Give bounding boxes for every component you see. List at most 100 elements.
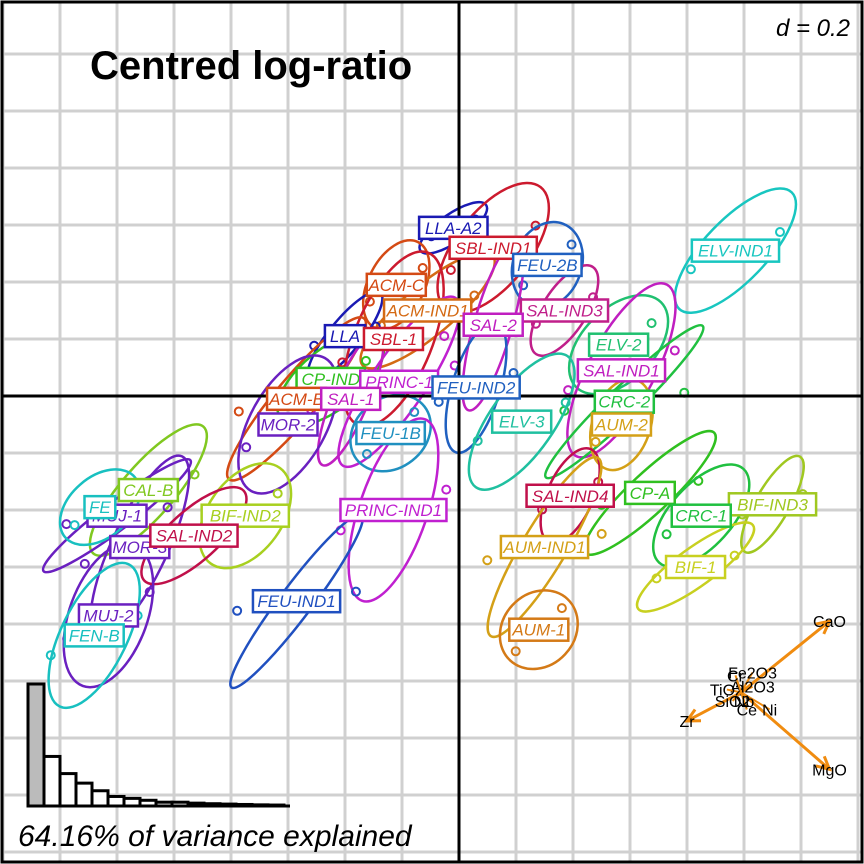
group-label-box — [499, 534, 590, 560]
group-label: SAL-IND4 — [525, 483, 615, 508]
variable-label: MgO — [812, 762, 847, 779]
group-label-box — [63, 623, 125, 648]
variance-caption: 64.16% of variance explained — [18, 820, 413, 853]
group-label-text: ELV-IND1 — [698, 242, 773, 261]
group-point — [669, 345, 680, 356]
group-label-text: MOR-2 — [261, 416, 316, 435]
group-label-text: CP-IND — [301, 370, 360, 389]
group-point — [144, 587, 155, 598]
group-label-text: FEU-IND1 — [257, 592, 335, 611]
variable-arrow-line — [740, 691, 831, 771]
group-label-text: FEU-1B — [360, 424, 420, 443]
group-ellipse — [237, 354, 339, 495]
group-point — [417, 263, 428, 274]
group-label: ACM-B — [265, 386, 328, 412]
group-label-text: MUJ-2 — [83, 606, 134, 625]
group-point — [233, 406, 244, 417]
group-label-text: FEN-B — [69, 626, 120, 645]
scree-bar — [74, 781, 94, 808]
variable-arrow-line — [734, 674, 743, 693]
variable-arrow-head — [815, 755, 832, 772]
group-label-text: LLA-A2 — [425, 219, 482, 238]
scree-bar — [266, 803, 286, 808]
group-point — [482, 555, 493, 566]
group-label-text: ACM-IND1 — [386, 302, 469, 321]
group-ellipse — [651, 463, 751, 569]
group-point — [472, 435, 483, 446]
group-point — [445, 265, 456, 275]
group-label: MUJ-2 — [77, 603, 140, 628]
group-label-text: FE — [89, 498, 111, 517]
group-label: LLA-A2 — [417, 215, 489, 241]
group-label-box — [664, 554, 727, 580]
group-label: SAL-1 — [319, 386, 382, 412]
group-ellipse — [498, 589, 579, 671]
scree-bar — [122, 796, 142, 808]
group-label: AUM-1 — [508, 617, 570, 642]
variable-arrow: Nb — [734, 692, 754, 711]
variable-arrow-line — [740, 671, 754, 693]
group-label-text: SBL-1 — [370, 330, 417, 349]
variable-arrow: MgO — [740, 691, 847, 779]
group-point — [729, 550, 740, 561]
scree-bar — [154, 800, 174, 808]
group-point — [189, 469, 200, 480]
scree-bar — [26, 682, 46, 808]
group-point — [361, 449, 372, 460]
group-label-text: ELV-3 — [499, 413, 545, 432]
group-label-box — [508, 617, 570, 642]
group-label: MOR-2 — [257, 412, 319, 437]
group-point — [590, 436, 601, 447]
variable-arrow: TiO2 — [710, 683, 744, 700]
group-label-text: SAL-1 — [327, 390, 374, 409]
group-label-text: ACM-B — [268, 390, 324, 409]
scree-plot — [26, 682, 290, 808]
group-label-box — [590, 412, 653, 437]
group-point — [661, 529, 672, 540]
group-label: FEU-1B — [355, 420, 427, 446]
group-label-box — [355, 420, 427, 446]
grid-scale-label: d = 0.2 — [776, 15, 850, 42]
group-label-box — [690, 238, 781, 263]
group-label-box — [83, 494, 117, 520]
variable-arrow: Zr — [679, 691, 742, 731]
scree-bar — [58, 772, 78, 808]
group-label: CAL-B — [117, 477, 180, 503]
group-label: AUM-IND1 — [499, 534, 590, 560]
group-ellipse — [47, 561, 142, 710]
group-point — [646, 318, 657, 329]
scree-bar — [138, 798, 158, 808]
group-point — [685, 264, 696, 275]
group-label-box — [117, 477, 180, 503]
variable-label: Ni — [762, 703, 777, 720]
group-point — [441, 484, 452, 495]
variable-arrow-head — [684, 708, 702, 723]
scree-bar — [170, 800, 190, 808]
group-point — [560, 397, 571, 408]
group-label-text: AUM-1 — [511, 621, 565, 640]
group-label: BIF-IND3 — [727, 492, 818, 517]
group-point — [232, 605, 243, 616]
group-label: LLA — [323, 323, 367, 349]
variable-arrow-line — [686, 691, 742, 723]
variable-label: Fe2O3 — [728, 665, 777, 682]
variable-label: SiO2 — [715, 694, 751, 711]
group-label-text: SAL-IND2 — [156, 527, 233, 546]
group-label-text: CP-A — [630, 484, 671, 503]
group-label-box — [525, 483, 615, 508]
group-label-box — [623, 480, 677, 506]
group-label: SAL-IND3 — [519, 298, 610, 323]
group-ellipse — [673, 187, 798, 315]
scree-bar — [90, 789, 110, 808]
group-point — [596, 528, 607, 539]
group-label-text: ACM-C — [367, 276, 424, 295]
group-label-text: CAL-B — [123, 481, 173, 500]
group-label-box — [365, 272, 428, 298]
group-label: CP-A — [623, 480, 677, 506]
scree-bar — [42, 754, 62, 808]
group-label-box — [382, 298, 473, 323]
variable-arrow-line — [740, 691, 771, 711]
